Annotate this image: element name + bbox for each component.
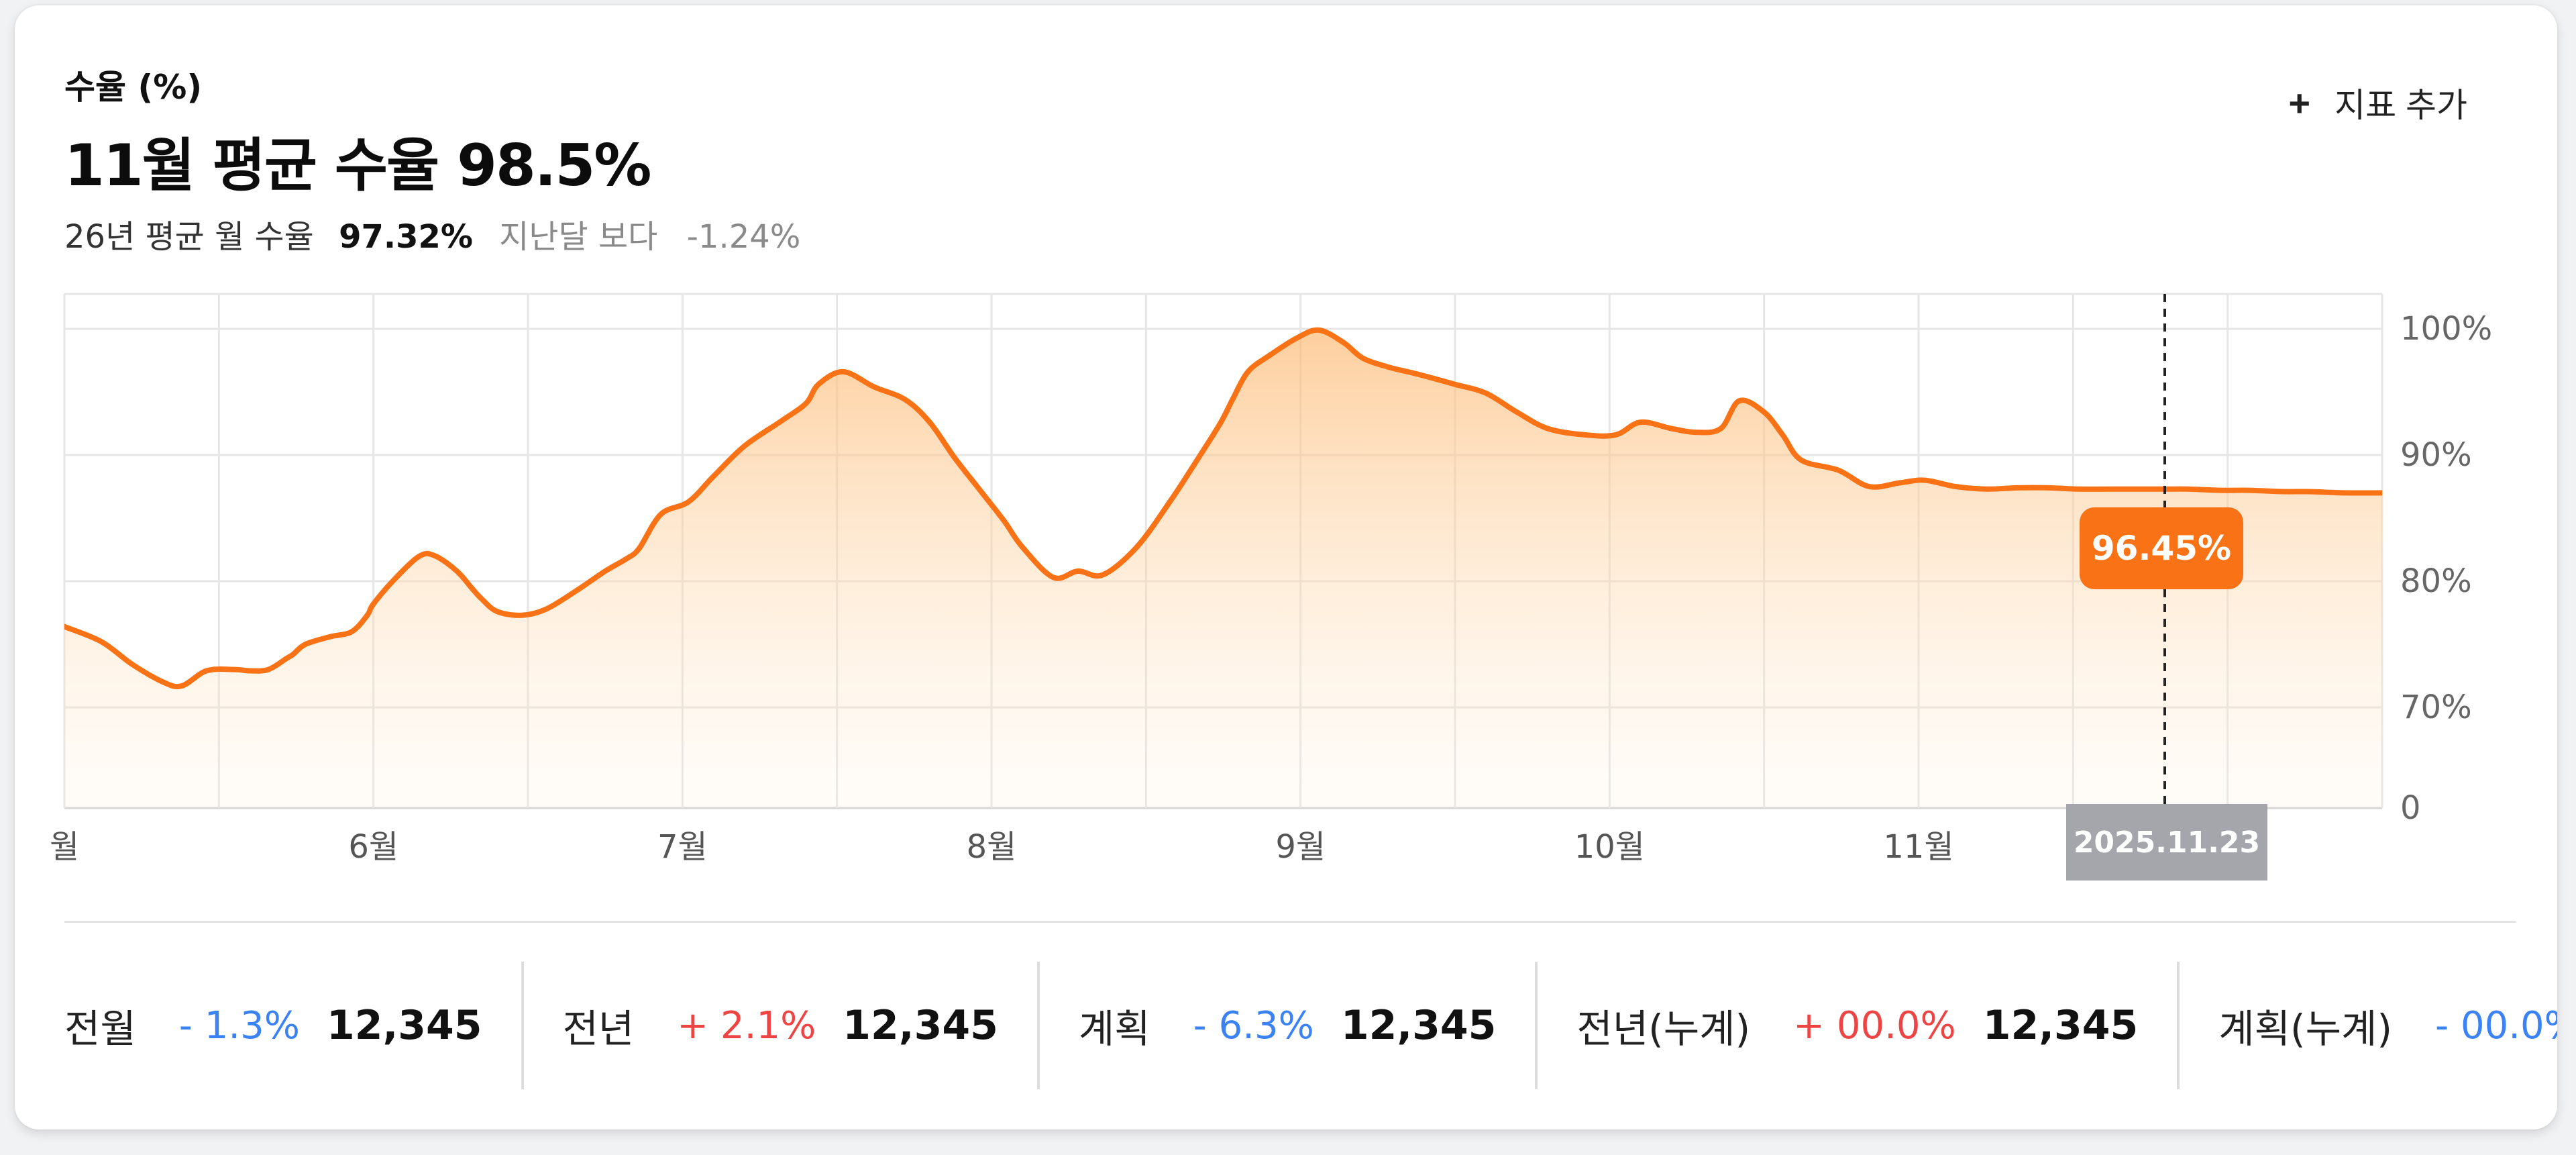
x-axis-labels: 월 6월 7월 8월 9월 10월 11월 xyxy=(50,828,1954,866)
date-tooltip: 2025.11.23 xyxy=(2066,804,2267,881)
y-tick-label: 90% xyxy=(2400,436,2472,474)
stat-label: 계획 xyxy=(1078,1006,1150,1052)
chart-area-layer xyxy=(64,330,2382,808)
x-tick-label: 월 xyxy=(50,828,79,866)
x-tick-label: 10월 xyxy=(1574,828,1645,866)
value-tooltip: 96.45% xyxy=(2080,507,2243,589)
stat-item: 계획 - 6.3% 12,345 xyxy=(1040,962,1538,1089)
yield-chart[interactable]: 월 6월 7월 8월 9월 10월 11월 100% 90% 80% 70% 0 xyxy=(15,5,2557,918)
stat-label: 계획(누계) xyxy=(2218,1006,2392,1052)
yield-card: 수율 (%) 11월 평균 수율 98.5% 26년 평균 월 수율 97.32… xyxy=(15,5,2557,1129)
stat-value: 12,345 xyxy=(327,1002,482,1049)
stat-change: + 00.0% xyxy=(1793,1003,1956,1048)
stat-change: - 1.3% xyxy=(178,1003,301,1048)
stat-label: 전년(누계) xyxy=(1576,1006,1751,1052)
x-tick-label: 11월 xyxy=(1883,828,1953,866)
y-axis-labels: 100% 90% 80% 70% 0 xyxy=(2400,310,2492,827)
chart-line-layer xyxy=(64,327,2382,690)
stat-item: 전년 + 2.1% 12,345 xyxy=(524,962,1040,1089)
add-metric-button[interactable]: + 지표 추가 xyxy=(2284,78,2471,128)
stats-row: 전월 - 1.3% 12,345 전년 + 2.1% 12,345 계획 - 6.3% 12,3… xyxy=(64,958,2557,1093)
stat-label: 전월 xyxy=(64,1006,136,1052)
series-line[interactable] xyxy=(64,327,2382,690)
stat-value: 12,345 xyxy=(1982,1002,2139,1049)
stat-value: 12,345 xyxy=(843,1002,998,1049)
compare-value: -1.24% xyxy=(686,218,801,256)
x-tick-label: 7월 xyxy=(657,828,708,866)
stat-change: - 00.0% xyxy=(2434,1003,2557,1048)
stat-label: 전년 xyxy=(562,1006,635,1052)
yearly-avg-value: 97.32% xyxy=(339,218,473,256)
compare-label: 지난달 보다 xyxy=(499,218,658,256)
stat-value: 12,345 xyxy=(1340,1002,1497,1049)
x-tick-label: 6월 xyxy=(348,828,398,866)
y-tick-label: 0 xyxy=(2400,789,2421,827)
page-title: 11월 평균 수율 98.5% xyxy=(64,132,651,199)
stat-item: 전월 - 1.3% 12,345 xyxy=(64,962,524,1089)
plus-icon: + xyxy=(2288,81,2311,124)
summary-line: 26년 평균 월 수율 97.32% 지난달 보다 -1.24% xyxy=(64,210,800,257)
divider xyxy=(64,921,2516,923)
x-tick-label: 8월 xyxy=(967,828,1017,866)
stat-item: 계획(누계)- 00.0%12,345 xyxy=(2180,962,2557,1089)
x-tick-label: 9월 xyxy=(1275,828,1326,866)
stat-item: 전년(누계) + 00.0% 12,345 xyxy=(1538,962,2180,1089)
y-tick-label: 100% xyxy=(2400,310,2492,348)
y-tick-label: 80% xyxy=(2400,562,2472,600)
metric-subtitle: 수율 (%) xyxy=(64,68,203,107)
stat-change: + 2.1% xyxy=(677,1003,816,1048)
stat-change: - 6.3% xyxy=(1193,1003,1314,1048)
add-metric-label: 지표 추가 xyxy=(2334,87,2467,124)
series-area xyxy=(64,330,2382,808)
yearly-avg-label: 26년 평균 월 수율 xyxy=(64,218,314,256)
y-tick-label: 70% xyxy=(2400,689,2472,726)
